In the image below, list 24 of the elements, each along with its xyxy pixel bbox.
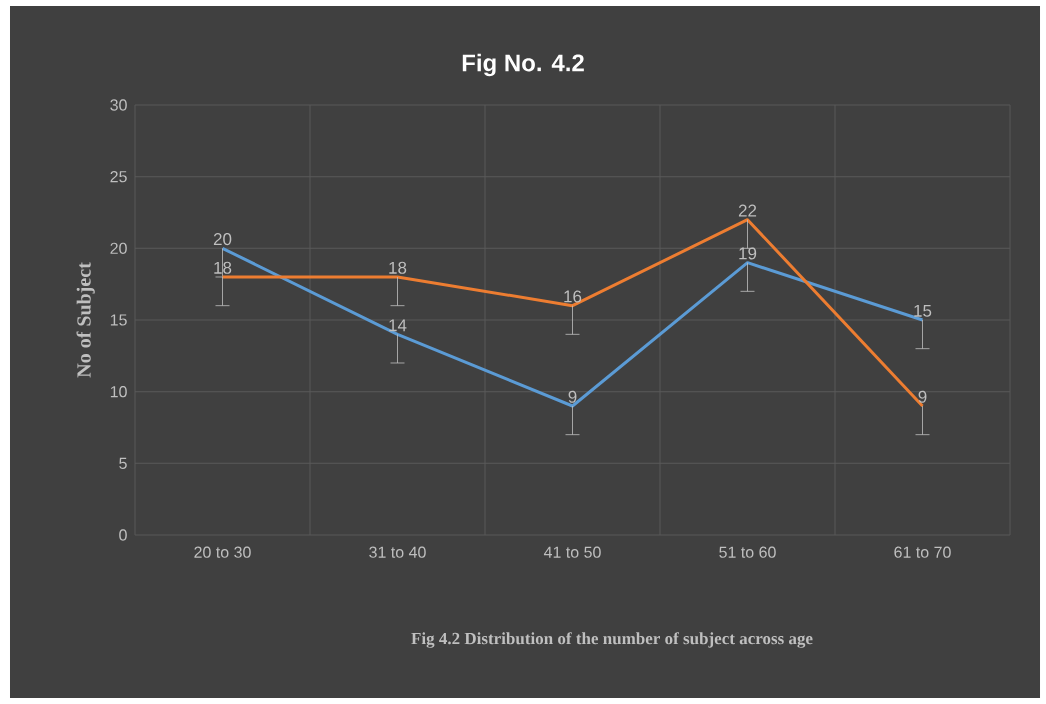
data-label: 14 (389, 319, 407, 332)
y-tick-label: 0 (119, 529, 127, 541)
y-tick-label: 20 (110, 242, 127, 254)
y-tick-label: 5 (119, 457, 127, 469)
x-tick-label: 31 to 40 (369, 546, 426, 558)
data-label: 18 (389, 261, 407, 274)
chart-title: Fig No. 4.2 (462, 53, 584, 77)
data-label: 16 (564, 290, 582, 303)
y-tick-label: 25 (110, 171, 127, 183)
y-tick-label: 15 (110, 314, 127, 326)
caption: Fig 4.2 Distribution of the number of subject across age (411, 632, 813, 648)
x-tick-label: 41 to 50 (543, 546, 601, 558)
data-label: 20 (213, 233, 232, 246)
y-tick-label: 10 (110, 386, 127, 398)
y-tick-label: 30 (110, 99, 127, 111)
x-tick-label: 20 to 30 (194, 546, 251, 558)
data-label: 22 (738, 204, 757, 217)
data-label: 19 (739, 247, 757, 260)
x-tick-label: 51 to 60 (719, 546, 776, 558)
data-label: 9 (918, 390, 927, 403)
data-label: 9 (568, 390, 577, 403)
data-label: 15 (914, 304, 932, 317)
y-axis-title: No of Subject (76, 262, 95, 378)
x-tick-label: 61 to 70 (894, 546, 951, 558)
